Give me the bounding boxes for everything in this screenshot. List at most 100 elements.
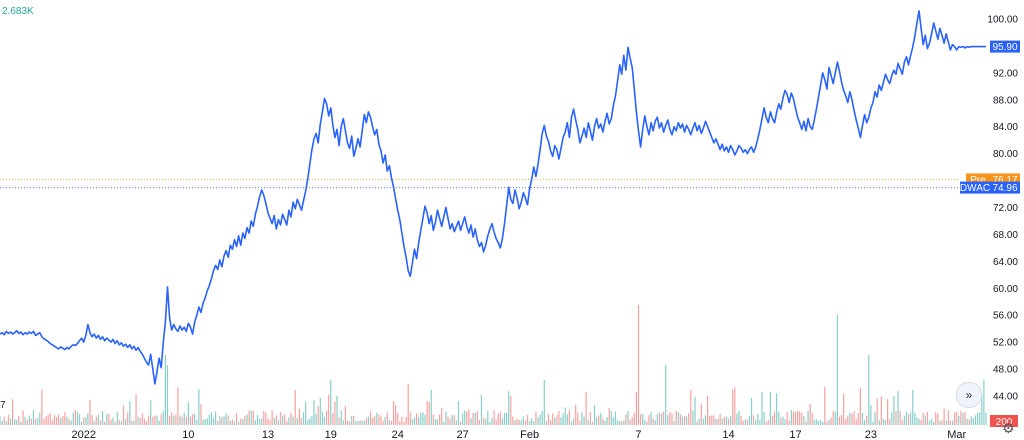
volume-bar xyxy=(686,416,688,425)
scroll-forward-button[interactable]: » xyxy=(956,382,982,408)
volume-bar xyxy=(570,421,573,425)
volume-bar xyxy=(547,414,550,425)
volume-bar xyxy=(673,420,675,425)
volume-bar xyxy=(275,415,277,425)
volume-bar xyxy=(139,417,141,425)
volume-bar xyxy=(572,418,575,425)
volume-bar xyxy=(939,421,941,425)
volume-bar xyxy=(541,411,543,425)
volume-bar xyxy=(688,413,690,425)
volume-bar xyxy=(351,416,353,425)
volume-bar xyxy=(87,413,89,425)
volume-bar xyxy=(472,412,474,425)
volume-bar xyxy=(265,412,267,425)
volume-bar xyxy=(392,400,395,425)
volume-bar xyxy=(928,420,931,425)
volume-bar xyxy=(780,417,782,425)
volume-bar xyxy=(769,391,771,425)
volume-bar xyxy=(629,419,631,425)
volume-bar xyxy=(853,411,855,425)
volume-bar xyxy=(125,419,127,425)
volume-bar xyxy=(805,421,807,425)
x-tick-label: 17 xyxy=(789,429,801,440)
volume-bar xyxy=(637,305,640,425)
volume-bar xyxy=(250,410,252,425)
volume-bar xyxy=(367,416,370,425)
y-tick-label: 88.00 xyxy=(993,95,1018,106)
volume-bar xyxy=(261,418,263,425)
volume-bar xyxy=(413,417,416,425)
volume-bar xyxy=(660,413,663,425)
volume-bar xyxy=(112,417,114,425)
volume-bar xyxy=(85,417,87,425)
volume-bar xyxy=(876,398,878,425)
volume-bar xyxy=(901,420,903,425)
x-tick-label: 24 xyxy=(392,429,404,440)
x-tick-label: 14 xyxy=(722,429,734,440)
volume-bar xyxy=(332,412,334,425)
volume-bar xyxy=(799,411,801,425)
volume-bar xyxy=(943,408,945,425)
volume-bar xyxy=(363,420,365,425)
volume-bar xyxy=(738,411,740,425)
volume-bar xyxy=(665,365,667,425)
volume-bar xyxy=(365,418,367,425)
volume-bar xyxy=(520,419,522,425)
volume-bar xyxy=(361,420,363,425)
volume-bar xyxy=(282,415,284,425)
volume-bar xyxy=(439,414,441,425)
volume-bar xyxy=(152,416,154,425)
volume-bar xyxy=(711,415,713,425)
volume-bar xyxy=(736,413,738,425)
volume-bar xyxy=(562,413,564,425)
volume-bar xyxy=(62,416,64,425)
volume-bar xyxy=(658,412,661,425)
volume-bar xyxy=(960,410,962,425)
volume-bar xyxy=(179,415,181,425)
volume-bar xyxy=(424,414,426,425)
volume-bar xyxy=(34,419,37,425)
volume-bar xyxy=(972,418,975,425)
volume-bar xyxy=(575,404,577,425)
volume-bar xyxy=(859,388,861,425)
volume-bar xyxy=(870,405,872,425)
volume-bar xyxy=(198,389,200,425)
volume-readout: 2.683K xyxy=(2,6,34,17)
volume-bar xyxy=(692,410,694,425)
volume-bar xyxy=(748,415,751,425)
volume-bar xyxy=(602,418,604,425)
volume-bar xyxy=(619,421,621,425)
volume-bar xyxy=(495,419,497,425)
volume-bar xyxy=(434,419,437,425)
volume-bar xyxy=(346,420,349,425)
settings-gear-icon[interactable]: ⚙ xyxy=(1002,420,1015,436)
volume-bar xyxy=(355,420,357,425)
volume-bar xyxy=(719,413,721,425)
y-tick-label: 56.00 xyxy=(993,311,1018,322)
volume-bar xyxy=(491,418,493,425)
volume-bar xyxy=(679,414,681,425)
volume-bar xyxy=(642,413,644,425)
volume-bar xyxy=(485,419,487,425)
x-tick-label: 19 xyxy=(325,429,337,440)
volume-bar xyxy=(723,416,725,425)
volume-bar xyxy=(501,418,504,425)
volume-bar xyxy=(614,411,617,425)
volume-bar xyxy=(974,415,977,425)
volume-bar xyxy=(761,391,763,425)
volume-bar xyxy=(32,410,35,425)
volume-bar xyxy=(949,420,952,425)
volume-bar xyxy=(968,419,970,425)
volume-bar xyxy=(118,420,120,425)
volume-bar xyxy=(330,380,332,425)
volume-bar xyxy=(822,421,824,425)
volume-bar xyxy=(487,410,489,425)
x-tick-label: 27 xyxy=(457,429,469,440)
volume-bar xyxy=(887,399,889,425)
volume-bar xyxy=(644,419,646,425)
volume-bar xyxy=(418,417,420,425)
y-tick-label: 80.00 xyxy=(993,149,1018,160)
volume-bar xyxy=(796,410,799,425)
volume-bar xyxy=(926,412,928,425)
